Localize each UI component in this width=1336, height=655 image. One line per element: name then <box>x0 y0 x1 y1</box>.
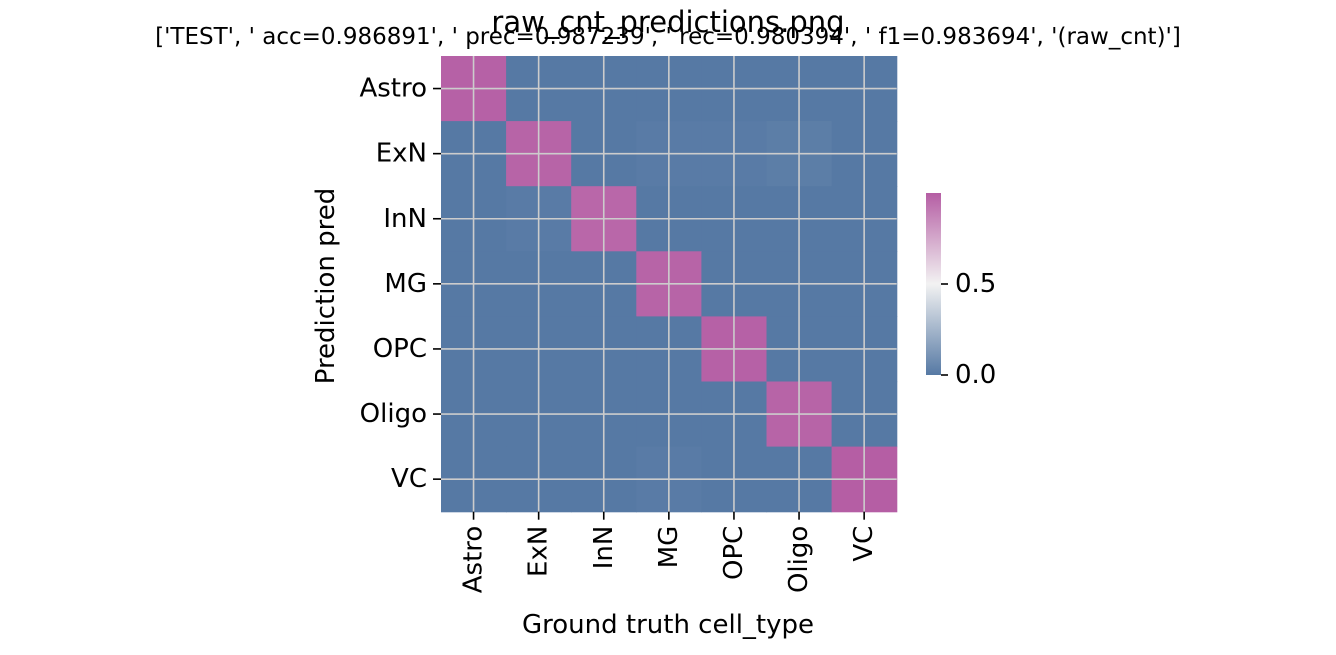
chart-title: ['TEST', ' acc=0.986891', ' prec=0.98723… <box>155 24 1181 50</box>
x-tick-label: VC <box>849 526 879 562</box>
x-tick-label: OPC <box>719 526 749 580</box>
axis-ticks <box>433 87 865 520</box>
chart-title-overlay: raw_cnt_predictions.png <box>491 5 844 39</box>
x-tick-label: InN <box>589 526 619 570</box>
x-tick-label: ExN <box>524 526 554 577</box>
y-tick-label: Astro <box>359 74 427 104</box>
x-tick-label: MG <box>654 526 684 569</box>
colorbar-tick-label: 0.5 <box>955 269 996 299</box>
y-tick-label: OPC <box>373 334 427 364</box>
x-tick-label: Astro <box>459 526 489 594</box>
colorbar: 0.0 0.5 <box>926 193 996 390</box>
y-tick-labels: Astro ExN InN MG OPC Oligo VC <box>359 74 427 495</box>
y-tick-label: ExN <box>376 139 427 169</box>
x-tick-label: Oligo <box>784 526 814 593</box>
colorbar-ticks: 0.0 0.5 <box>941 269 996 390</box>
x-axis-label: Ground truth cell_type <box>522 610 814 640</box>
y-tick-label: InN <box>383 204 427 234</box>
colorbar-tick-label: 0.0 <box>955 360 996 390</box>
grid-lines <box>441 56 897 512</box>
y-axis-label: Prediction pred <box>311 188 341 385</box>
y-tick-label: MG <box>384 269 427 299</box>
y-tick-label: VC <box>391 464 427 494</box>
colorbar-gradient <box>926 193 941 375</box>
y-tick-label: Oligo <box>360 399 427 429</box>
x-tick-labels: Astro ExN InN MG OPC Oligo VC <box>459 526 880 594</box>
